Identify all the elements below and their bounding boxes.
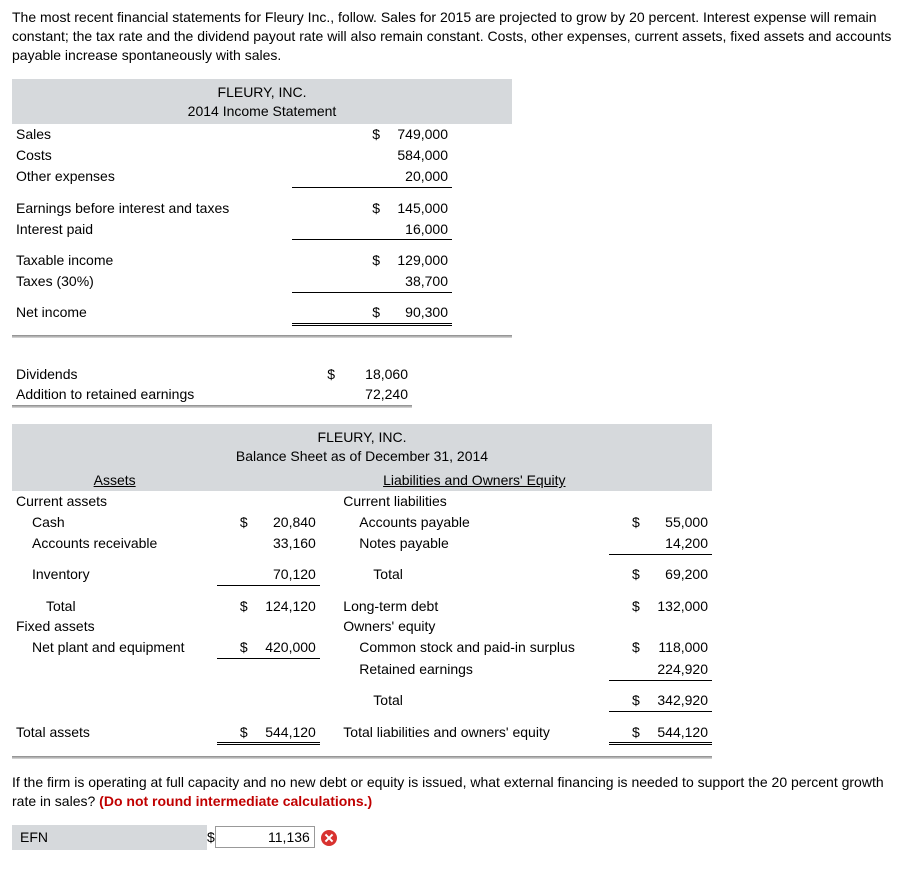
- row-label: Common stock and paid-in surplus: [339, 637, 609, 658]
- row-value: 20,000: [382, 166, 452, 187]
- row-value: 33,160: [250, 533, 320, 554]
- row-value: 69,200: [642, 564, 712, 585]
- row-label: Current liabilities: [339, 491, 609, 512]
- row-value: 124,120: [250, 596, 320, 617]
- row-label: Long-term debt: [339, 596, 609, 617]
- row-label: Notes payable: [339, 533, 609, 554]
- row-label: Accounts payable: [339, 512, 609, 533]
- row-label: Net income: [12, 302, 292, 324]
- income-distribution-table: Dividends $ 18,060 Addition to retained …: [12, 364, 412, 409]
- intro-text: The most recent financial statements for…: [12, 8, 898, 65]
- row-value: 544,120: [642, 722, 712, 744]
- row-value: 72,240: [337, 384, 412, 405]
- row-label: Total assets: [12, 722, 217, 744]
- row-value: 38,700: [382, 271, 452, 292]
- row-label: Fixed assets: [12, 616, 217, 637]
- assets-header: Assets: [12, 470, 217, 491]
- row-value: 70,120: [250, 564, 320, 585]
- balance-sheet: FLEURY, INC. Balance Sheet as of Decembe…: [12, 424, 712, 759]
- row-value: 118,000: [642, 637, 712, 658]
- efn-input[interactable]: [215, 826, 315, 848]
- row-value: 55,000: [642, 512, 712, 533]
- row-value: 544,120: [250, 722, 320, 744]
- row-value: 20,840: [250, 512, 320, 533]
- efn-label: EFN: [12, 825, 207, 850]
- row-value: 420,000: [250, 637, 320, 658]
- question-text: If the firm is operating at full capacit…: [12, 773, 902, 811]
- dollar-sign: $: [292, 302, 382, 324]
- income-statement-table: FLEURY, INC. 2014 Income Statement Sales…: [12, 79, 512, 348]
- row-label: Taxable income: [12, 250, 292, 271]
- error-icon: [321, 830, 337, 846]
- row-label: Retained earnings: [339, 659, 609, 680]
- dollar-sign: $: [609, 564, 641, 585]
- row-label: Total: [339, 690, 609, 711]
- row-label: Owners' equity: [339, 616, 609, 637]
- row-label: Sales: [12, 124, 292, 145]
- row-label: Total: [339, 564, 609, 585]
- dollar-sign: $: [217, 596, 249, 617]
- dollar-sign: $: [217, 722, 249, 744]
- row-value: 18,060: [337, 364, 412, 385]
- dollar-sign: $: [287, 364, 337, 385]
- row-value: 129,000: [382, 250, 452, 271]
- row-label: Costs: [12, 145, 292, 166]
- dollar-sign: $: [217, 512, 249, 533]
- dollar-sign: $: [292, 198, 382, 219]
- row-label: Inventory: [12, 564, 217, 585]
- liab-header: Liabilities and Owners' Equity: [339, 470, 609, 491]
- row-label: Interest paid: [12, 219, 292, 240]
- income-company: FLEURY, INC.: [218, 84, 307, 100]
- row-label: Earnings before interest and taxes: [12, 198, 292, 219]
- row-label: Addition to retained earnings: [12, 384, 287, 405]
- row-label: Dividends: [12, 364, 287, 385]
- row-label: Total liabilities and owners' equity: [339, 722, 609, 744]
- dollar-sign: $: [609, 512, 641, 533]
- row-value: 584,000: [382, 145, 452, 166]
- row-value: 224,920: [642, 659, 712, 680]
- dollar-sign: $: [292, 124, 382, 145]
- row-label: Other expenses: [12, 166, 292, 187]
- row-label: Cash: [12, 512, 217, 533]
- income-title: 2014 Income Statement: [188, 103, 337, 119]
- row-value: 145,000: [382, 198, 452, 219]
- dollar-sign: $: [217, 637, 249, 658]
- dollar-sign: $: [609, 596, 641, 617]
- row-label: Current assets: [12, 491, 217, 512]
- dollar-sign: $: [609, 637, 641, 658]
- row-value: 16,000: [382, 219, 452, 240]
- row-label: Net plant and equipment: [12, 637, 217, 658]
- row-value: 342,920: [642, 690, 712, 711]
- balance-company: FLEURY, INC.: [318, 429, 407, 445]
- dollar-sign: $: [292, 250, 382, 271]
- row-value: 132,000: [642, 596, 712, 617]
- row-label: Total: [12, 596, 217, 617]
- currency-symbol: $: [207, 825, 215, 850]
- row-label: Accounts receivable: [12, 533, 217, 554]
- row-value: 749,000: [382, 124, 452, 145]
- answer-row: EFN $: [12, 825, 337, 850]
- question-hint: (Do not round intermediate calculations.…: [99, 793, 372, 809]
- row-value: 90,300: [382, 302, 452, 324]
- balance-title: Balance Sheet as of December 31, 2014: [236, 448, 488, 464]
- row-label: Taxes (30%): [12, 271, 292, 292]
- dollar-sign: $: [609, 690, 641, 711]
- row-value: 14,200: [642, 533, 712, 554]
- dollar-sign: $: [609, 722, 641, 744]
- divider: [12, 756, 712, 759]
